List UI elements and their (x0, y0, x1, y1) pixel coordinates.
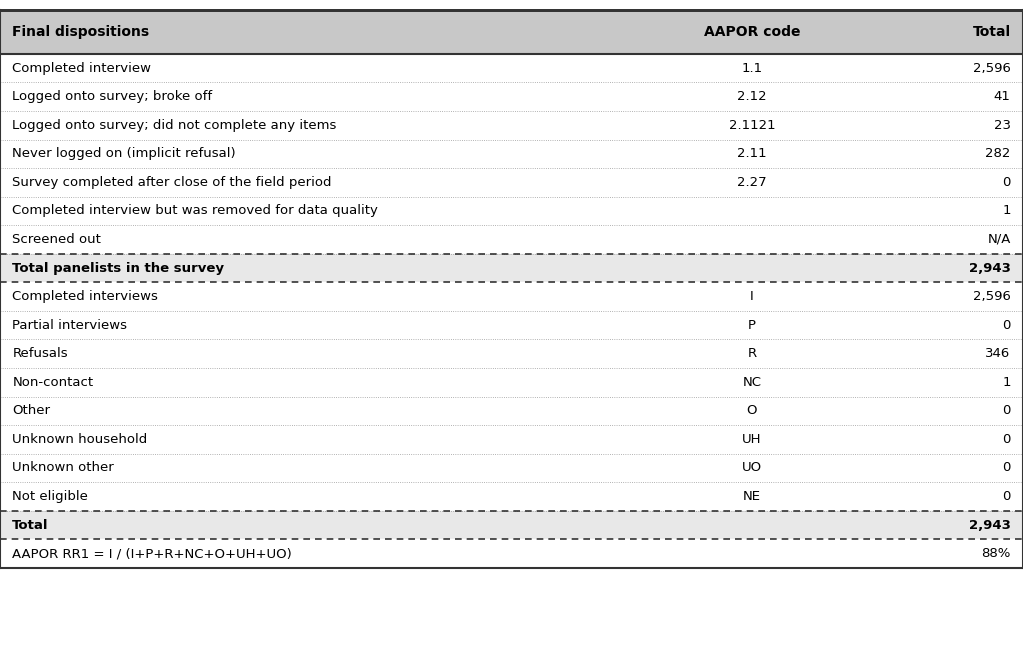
Bar (0, 10, 1023, 54)
Bar (0, 82, 1023, 111)
Text: 346: 346 (985, 347, 1011, 360)
Text: Partial interviews: Partial interviews (12, 319, 127, 332)
Bar (0, 425, 1023, 454)
Text: 2,943: 2,943 (969, 519, 1011, 532)
Text: 2,596: 2,596 (973, 62, 1011, 75)
Text: NC: NC (743, 376, 761, 389)
Text: 2.27: 2.27 (738, 176, 766, 189)
Bar (0, 140, 1023, 168)
Text: Total: Total (12, 519, 49, 532)
Text: Refusals: Refusals (12, 347, 68, 360)
Bar (0, 282, 1023, 311)
Text: UH: UH (742, 433, 762, 446)
Text: 23: 23 (993, 119, 1011, 132)
Text: Never logged on (implicit refusal): Never logged on (implicit refusal) (12, 147, 236, 160)
Text: 2.1121: 2.1121 (728, 119, 775, 132)
Text: Completed interviews: Completed interviews (12, 290, 159, 303)
Bar (0, 539, 1023, 568)
Text: Logged onto survey; broke off: Logged onto survey; broke off (12, 90, 213, 103)
Text: Not eligible: Not eligible (12, 490, 88, 503)
Text: 0: 0 (1003, 404, 1011, 417)
Bar (0, 111, 1023, 140)
Text: 1: 1 (1003, 376, 1011, 389)
Text: Total panelists in the survey: Total panelists in the survey (12, 262, 224, 275)
Text: Non-contact: Non-contact (12, 376, 93, 389)
Bar (0, 311, 1023, 339)
Text: 1: 1 (1003, 204, 1011, 217)
Bar (0, 397, 1023, 425)
Text: Survey completed after close of the field period: Survey completed after close of the fiel… (12, 176, 331, 189)
Text: AAPOR RR1 = I / (I+P+R+NC+O+UH+UO): AAPOR RR1 = I / (I+P+R+NC+O+UH+UO) (12, 547, 292, 560)
Text: Unknown other: Unknown other (12, 461, 114, 474)
Text: 0: 0 (1003, 461, 1011, 474)
Bar (0, 225, 1023, 254)
Text: R: R (748, 347, 756, 360)
Bar (0, 168, 1023, 197)
Text: 88%: 88% (981, 547, 1011, 560)
Text: 0: 0 (1003, 490, 1011, 503)
Bar (0, 339, 1023, 368)
Text: 2,596: 2,596 (973, 290, 1011, 303)
Text: Unknown household: Unknown household (12, 433, 147, 446)
Bar (0, 482, 1023, 511)
Text: Final dispositions: Final dispositions (12, 25, 149, 39)
Bar (0, 54, 1023, 82)
Text: 0: 0 (1003, 433, 1011, 446)
Text: 0: 0 (1003, 319, 1011, 332)
Bar (0, 254, 1023, 282)
Text: Other: Other (12, 404, 50, 417)
Text: 2.12: 2.12 (738, 90, 766, 103)
Text: Completed interview: Completed interview (12, 62, 151, 75)
Text: I: I (750, 290, 754, 303)
Text: Total: Total (973, 25, 1011, 39)
Text: Logged onto survey; did not complete any items: Logged onto survey; did not complete any… (12, 119, 337, 132)
Text: NE: NE (743, 490, 761, 503)
Bar (0, 368, 1023, 397)
Text: 2.11: 2.11 (738, 147, 766, 160)
Text: AAPOR code: AAPOR code (704, 25, 800, 39)
Text: 1.1: 1.1 (742, 62, 762, 75)
Text: Screened out: Screened out (12, 233, 101, 246)
Bar (0, 197, 1023, 225)
Text: 0: 0 (1003, 176, 1011, 189)
Text: Completed interview but was removed for data quality: Completed interview but was removed for … (12, 204, 379, 217)
Text: 41: 41 (994, 90, 1011, 103)
Text: 282: 282 (985, 147, 1011, 160)
Text: O: O (747, 404, 757, 417)
Text: 2,943: 2,943 (969, 262, 1011, 275)
Text: UO: UO (742, 461, 762, 474)
Bar (0, 511, 1023, 539)
Text: N/A: N/A (987, 233, 1011, 246)
Bar (0, 454, 1023, 482)
Text: P: P (748, 319, 756, 332)
